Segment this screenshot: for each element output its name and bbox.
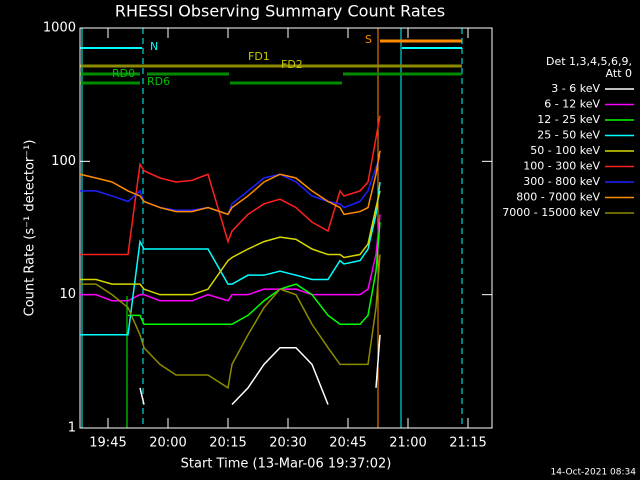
x-tick-label: 21:15	[449, 436, 486, 451]
x-axis-label: Start Time (13-Mar-06 19:37:02)	[181, 457, 392, 472]
legend-label: 800 - 7000 keV	[516, 191, 600, 204]
x-tick-label: 19:45	[89, 436, 126, 451]
series-line	[80, 181, 381, 336]
series-line	[80, 115, 381, 256]
legend-label: 300 - 800 keV	[523, 175, 600, 188]
y-tick-label: 10	[59, 287, 76, 302]
series-line	[80, 155, 381, 216]
legend-label: 7000 - 15000 keV	[502, 206, 600, 219]
legend-label: 6 - 12 keV	[544, 98, 600, 111]
y-tick-label: 100	[51, 154, 76, 169]
series-line	[80, 190, 381, 296]
x-tick-label: 20:00	[149, 436, 186, 451]
x-tick-label: 20:45	[329, 436, 366, 451]
y-axis-label: Count Rate (s⁻¹ detector⁻¹)	[23, 140, 38, 317]
x-tick-label: 20:15	[209, 436, 246, 451]
plot-frame	[79, 27, 493, 429]
flag-label: S	[365, 33, 372, 46]
flag-label: N	[150, 40, 158, 53]
flag-label: FD1	[248, 50, 270, 63]
series-line	[80, 254, 381, 390]
footer: 14-Oct-2021 08:34	[551, 468, 637, 478]
legend-label: 25 - 50 keV	[537, 129, 600, 142]
legend-label: 50 - 100 keV	[530, 144, 600, 157]
legend-label: 3 - 6 keV	[551, 82, 600, 95]
x-tick-label: 20:30	[269, 436, 306, 451]
flag-label: RD0	[112, 67, 135, 80]
series-line	[79, 150, 381, 216]
flag-label: RD6	[147, 75, 170, 88]
flag-label: FD2	[281, 58, 303, 71]
legend-title: Att 0	[606, 67, 632, 80]
y-tick-label: 1000	[43, 21, 76, 36]
y-tick-label: 1	[68, 421, 76, 436]
legend-title: Det 1,3,4,5,6,9,	[546, 55, 632, 68]
series-line	[128, 222, 381, 325]
chart-title: RHESSI Observing Summary Count Rates	[115, 2, 445, 21]
series-line	[139, 334, 381, 406]
x-tick-label: 21:00	[389, 436, 426, 451]
legend-label: 12 - 25 keV	[537, 113, 600, 126]
series-line	[80, 214, 381, 302]
legend-label: 100 - 300 keV	[523, 160, 600, 173]
